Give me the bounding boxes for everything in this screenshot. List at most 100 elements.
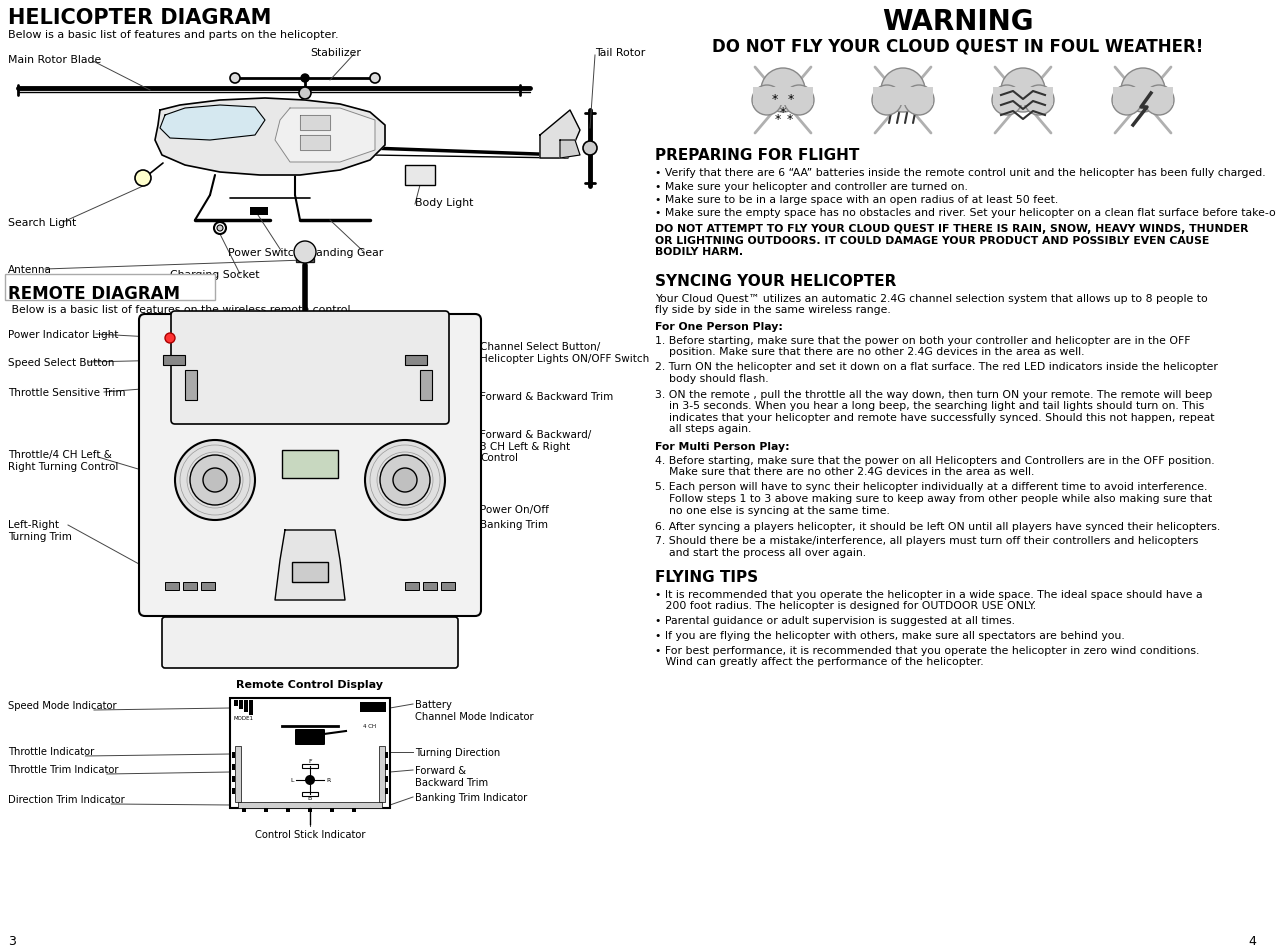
Bar: [360, 702, 387, 712]
Bar: [242, 808, 246, 812]
Bar: [282, 450, 338, 478]
Circle shape: [135, 170, 151, 186]
Bar: [385, 776, 388, 782]
Circle shape: [903, 85, 934, 115]
Bar: [232, 752, 235, 758]
FancyBboxPatch shape: [171, 311, 449, 424]
Circle shape: [1122, 68, 1165, 112]
Bar: [232, 764, 235, 770]
Text: Charging Socket: Charging Socket: [170, 270, 259, 280]
Text: For One Person Play:: For One Person Play:: [655, 322, 783, 331]
Text: DO NOT ATTEMPT TO FLY YOUR CLOUD QUEST IF THERE IS RAIN, SNOW, HEAVY WINDS, THUN: DO NOT ATTEMPT TO FLY YOUR CLOUD QUEST I…: [655, 224, 1248, 257]
Text: • Make sure your helicopter and controller are turned on.: • Make sure your helicopter and controll…: [655, 182, 968, 191]
Text: *: *: [775, 114, 781, 127]
Text: *: *: [787, 94, 794, 107]
Bar: [250, 207, 268, 215]
Bar: [232, 776, 235, 782]
Circle shape: [880, 68, 925, 112]
Text: DO NOT FLY YOUR CLOUD QUEST IN FOUL WEATHER!: DO NOT FLY YOUR CLOUD QUEST IN FOUL WEAT…: [712, 38, 1203, 56]
Polygon shape: [300, 135, 330, 150]
Bar: [249, 700, 253, 715]
Text: SYNCING YOUR HELICOPTER: SYNCING YOUR HELICOPTER: [655, 273, 896, 289]
Bar: [753, 87, 813, 105]
FancyBboxPatch shape: [295, 729, 325, 745]
Bar: [302, 764, 318, 768]
Text: Control Stick Indicator: Control Stick Indicator: [255, 830, 365, 840]
Text: Forward & Backward Trim: Forward & Backward Trim: [480, 392, 614, 402]
Text: Throttle Indicator: Throttle Indicator: [8, 747, 94, 757]
Circle shape: [380, 455, 430, 505]
Text: 4: 4: [1248, 935, 1256, 946]
Text: • Make sure the empty space has no obstacles and river. Set your helicopter on a: • Make sure the empty space has no obsta…: [655, 208, 1276, 219]
Bar: [385, 752, 388, 758]
Polygon shape: [276, 530, 345, 600]
Text: Below is a basic list of features on the wireless remote control.: Below is a basic list of features on the…: [8, 305, 353, 315]
Bar: [232, 788, 235, 794]
Text: Turning Direction: Turning Direction: [415, 748, 500, 758]
Text: 3: 3: [8, 935, 15, 946]
Text: • If you are flying the helicopter with others, make sure all spectators are beh: • If you are flying the helicopter with …: [655, 631, 1124, 641]
Text: • It is recommended that you operate the helicopter in a wide space. The ideal s: • It is recommended that you operate the…: [655, 589, 1202, 611]
Circle shape: [393, 468, 417, 492]
Bar: [185, 370, 197, 400]
Text: Power Switch: Power Switch: [228, 248, 301, 258]
Bar: [230, 698, 390, 808]
Text: Direction Trim Indicator: Direction Trim Indicator: [8, 795, 125, 805]
Bar: [202, 582, 214, 590]
Bar: [441, 582, 456, 590]
Text: WARNING: WARNING: [882, 8, 1034, 36]
Polygon shape: [154, 98, 385, 175]
Text: REMOTE DIAGRAM: REMOTE DIAGRAM: [8, 285, 180, 303]
Circle shape: [190, 455, 240, 505]
Text: Throttle Trim Indicator: Throttle Trim Indicator: [8, 765, 119, 775]
Bar: [235, 746, 241, 802]
Text: TX: TX: [361, 712, 367, 717]
Bar: [182, 582, 197, 590]
Circle shape: [370, 73, 380, 83]
Bar: [352, 808, 356, 812]
Bar: [873, 87, 933, 105]
Polygon shape: [300, 115, 330, 130]
Bar: [993, 87, 1053, 105]
Text: For Multi Person Play:: For Multi Person Play:: [655, 442, 790, 451]
Bar: [424, 582, 436, 590]
Text: Speed Select Button: Speed Select Button: [8, 358, 115, 368]
Text: 1. Before starting, make sure that the power on both your controller and helicop: 1. Before starting, make sure that the p…: [655, 336, 1191, 357]
Bar: [404, 582, 419, 590]
Bar: [5, 274, 214, 300]
Bar: [385, 788, 388, 794]
Circle shape: [1111, 85, 1142, 115]
Text: 7. Should there be a mistake/interference, all players must turn off their contr: 7. Should there be a mistake/interferenc…: [655, 536, 1198, 558]
Bar: [379, 746, 385, 802]
Text: 3. ON the remote , pull the throttle all the way down, then turn ON your remote.: 3. ON the remote , pull the throttle all…: [655, 390, 1215, 434]
Bar: [308, 808, 313, 812]
Bar: [264, 808, 268, 812]
Circle shape: [299, 87, 311, 99]
Text: Search Light: Search Light: [8, 218, 77, 228]
Text: Left-Right
Turning Trim: Left-Right Turning Trim: [8, 520, 71, 542]
Text: Banking Trim Indicator: Banking Trim Indicator: [415, 793, 527, 803]
Text: Body Light: Body Light: [415, 198, 473, 208]
Circle shape: [230, 73, 240, 83]
Bar: [292, 562, 328, 582]
Text: B: B: [308, 796, 313, 801]
Circle shape: [583, 141, 597, 155]
Bar: [234, 700, 239, 706]
Bar: [244, 700, 248, 712]
Text: 2. Turn ON the helicopter and set it down on a flat surface. The red LED indicat: 2. Turn ON the helicopter and set it dow…: [655, 362, 1217, 384]
Text: MODE1: MODE1: [234, 716, 254, 721]
Circle shape: [217, 225, 223, 231]
Bar: [385, 764, 388, 770]
Bar: [165, 582, 179, 590]
Bar: [239, 700, 242, 709]
Circle shape: [1025, 85, 1054, 115]
Polygon shape: [276, 108, 375, 162]
Text: Battery
Channel Mode Indicator: Battery Channel Mode Indicator: [415, 700, 533, 722]
Bar: [404, 355, 427, 365]
FancyBboxPatch shape: [139, 314, 481, 616]
Circle shape: [760, 68, 805, 112]
Text: Tail Rotor: Tail Rotor: [595, 48, 646, 58]
Text: L: L: [291, 778, 293, 782]
Text: *: *: [780, 107, 786, 119]
Text: • Verify that there are 6 “AA” batteries inside the remote control unit and the : • Verify that there are 6 “AA” batteries…: [655, 168, 1266, 178]
